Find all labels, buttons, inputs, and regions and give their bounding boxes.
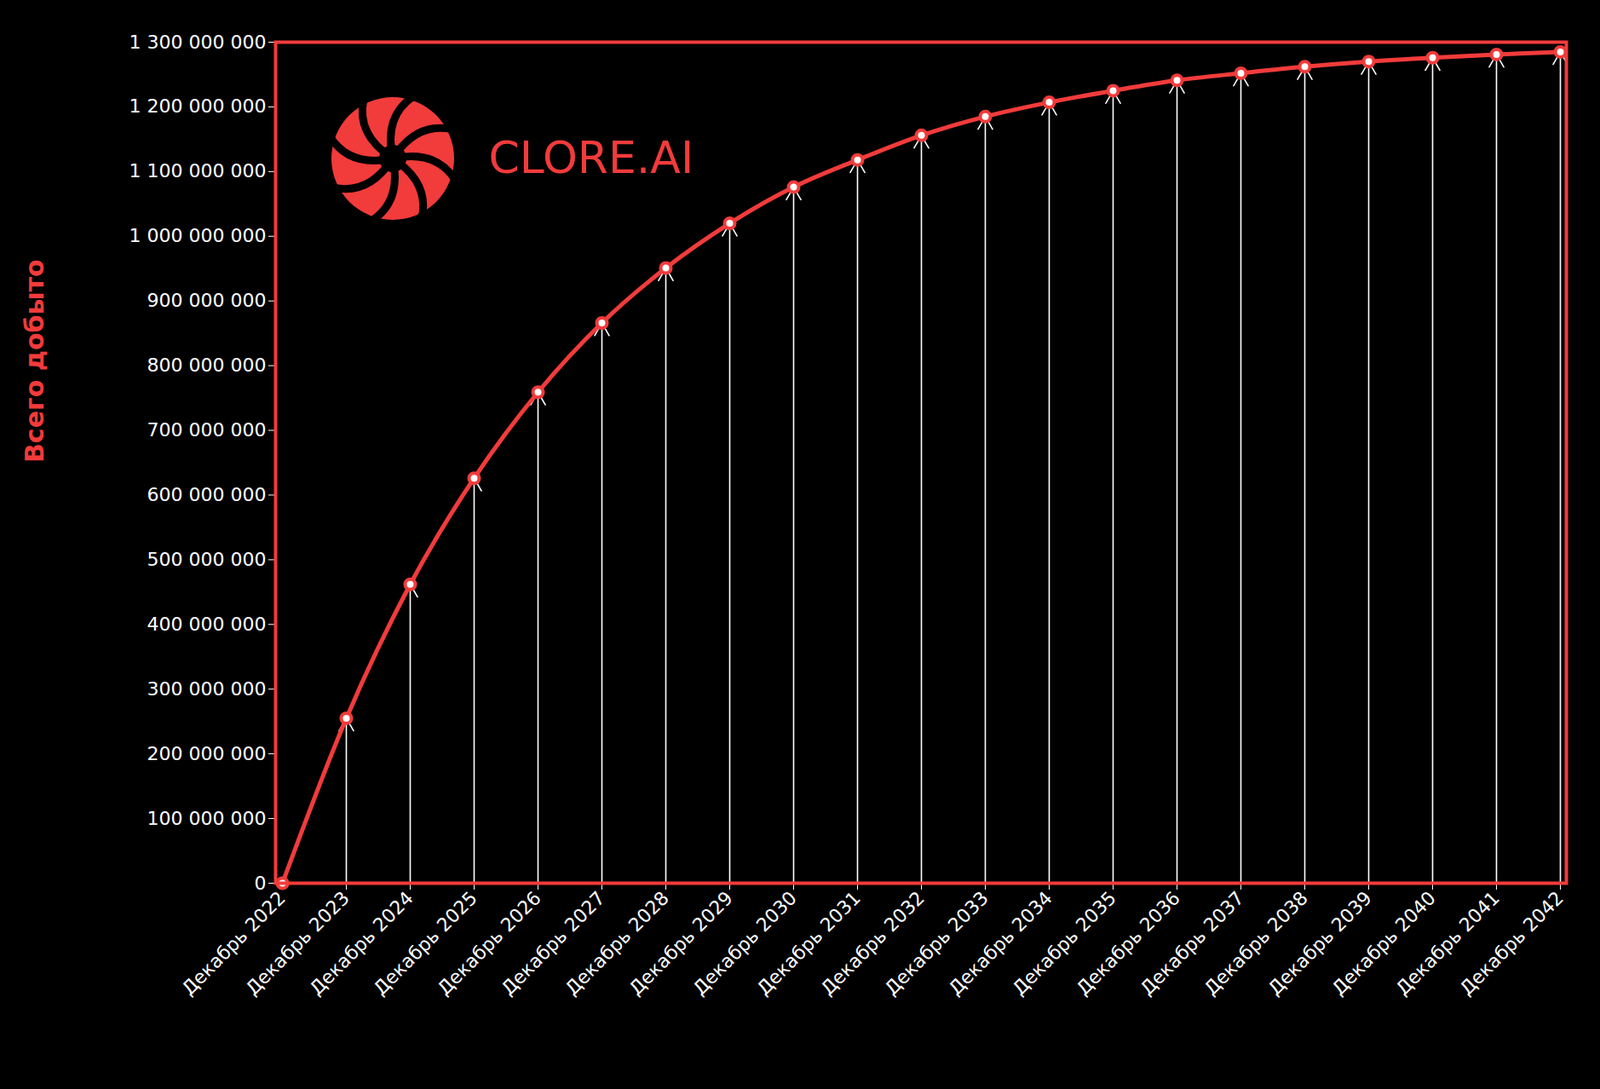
svg-text:Декабрь 2040: Декабрь 2040 <box>1327 887 1440 1000</box>
svg-text:1 100 000 000: 1 100 000 000 <box>129 160 267 182</box>
svg-text:Декабрь 2028: Декабрь 2028 <box>561 887 674 1000</box>
svg-text:1 000 000 000: 1 000 000 000 <box>129 224 267 247</box>
svg-text:Декабрь 2035: Декабрь 2035 <box>1008 887 1121 1000</box>
svg-text:Декабрь 2037: Декабрь 2037 <box>1136 887 1249 1000</box>
svg-text:800 000 000: 800 000 000 <box>147 354 267 376</box>
svg-text:1 300 000 000: 1 300 000 000 <box>129 31 267 53</box>
svg-text:Декабрь 2036: Декабрь 2036 <box>1072 887 1185 1000</box>
svg-text:Декабрь 2032: Декабрь 2032 <box>816 887 929 1000</box>
svg-text:500 000 000: 500 000 000 <box>147 548 267 570</box>
svg-text:400 000 000: 400 000 000 <box>147 613 267 635</box>
svg-text:1 200 000 000: 1 200 000 000 <box>129 95 267 117</box>
svg-text:700 000 000: 700 000 000 <box>147 419 267 441</box>
svg-text:100 000 000: 100 000 000 <box>147 807 267 829</box>
svg-text:Декабрь 2025: Декабрь 2025 <box>369 887 482 1000</box>
svg-text:Декабрь 2023: Декабрь 2023 <box>241 887 354 1000</box>
svg-text:Декабрь 2022: Декабрь 2022 <box>177 887 290 1000</box>
svg-text:Декабрь 2038: Декабрь 2038 <box>1200 887 1313 1000</box>
svg-text:900 000 000: 900 000 000 <box>147 289 267 311</box>
svg-text:CLORE.AI: CLORE.AI <box>489 132 695 184</box>
svg-text:0: 0 <box>254 872 267 894</box>
svg-text:Декабрь 2030: Декабрь 2030 <box>688 887 801 1000</box>
svg-text:300 000 000: 300 000 000 <box>147 678 267 700</box>
svg-text:Декабрь 2031: Декабрь 2031 <box>752 887 865 1000</box>
svg-text:Декабрь 2034: Декабрь 2034 <box>944 887 1057 1000</box>
svg-text:600 000 000: 600 000 000 <box>147 483 267 506</box>
svg-text:Декабрь 2026: Декабрь 2026 <box>433 887 546 1000</box>
svg-text:Декабрь 2042: Декабрь 2042 <box>1456 886 1569 1000</box>
svg-text:200 000 000: 200 000 000 <box>147 742 267 765</box>
svg-text:Декабрь 2039: Декабрь 2039 <box>1263 887 1376 1000</box>
svg-text:Декабрь 2024: Декабрь 2024 <box>305 887 418 1000</box>
svg-text:Декабрь 2029: Декабрь 2029 <box>624 887 737 1000</box>
svg-text:Декабрь 2041: Декабрь 2041 <box>1391 887 1504 1000</box>
svg-text:Всего добыто: Всего добыто <box>19 258 50 463</box>
svg-text:Декабрь 2027: Декабрь 2027 <box>497 887 610 1000</box>
svg-text:Декабрь 2033: Декабрь 2033 <box>880 887 993 1000</box>
